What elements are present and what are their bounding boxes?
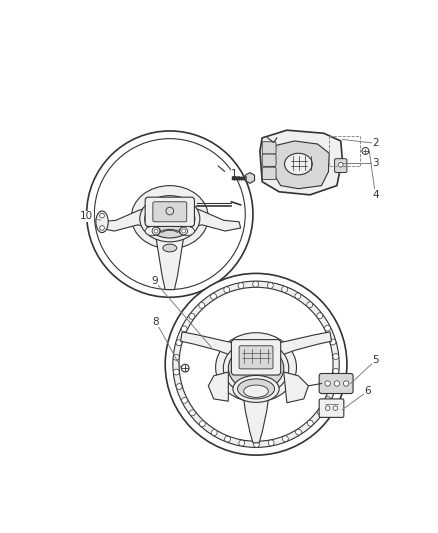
Circle shape	[100, 213, 104, 218]
Circle shape	[189, 313, 195, 319]
Polygon shape	[156, 237, 184, 289]
Circle shape	[165, 273, 347, 455]
Circle shape	[325, 406, 330, 410]
Text: 1: 1	[231, 169, 238, 179]
Text: 5: 5	[372, 356, 379, 366]
Polygon shape	[245, 173, 254, 183]
Ellipse shape	[228, 346, 284, 391]
Ellipse shape	[223, 341, 289, 395]
Circle shape	[296, 429, 301, 435]
Ellipse shape	[140, 196, 200, 242]
Circle shape	[182, 229, 186, 233]
Ellipse shape	[237, 379, 275, 399]
Circle shape	[173, 281, 339, 447]
Circle shape	[307, 302, 313, 308]
Polygon shape	[268, 332, 332, 357]
Text: 4: 4	[372, 190, 379, 200]
Text: 6: 6	[364, 386, 371, 396]
FancyBboxPatch shape	[262, 167, 276, 180]
Circle shape	[325, 325, 331, 331]
Text: 2: 2	[372, 138, 379, 148]
Ellipse shape	[179, 227, 194, 236]
Ellipse shape	[145, 199, 195, 238]
Circle shape	[152, 227, 160, 235]
Circle shape	[211, 294, 216, 300]
Text: 8: 8	[152, 317, 159, 327]
FancyBboxPatch shape	[319, 399, 344, 417]
Circle shape	[343, 381, 349, 386]
Circle shape	[253, 281, 258, 287]
Circle shape	[154, 229, 158, 233]
FancyBboxPatch shape	[262, 142, 276, 154]
Circle shape	[173, 369, 179, 375]
Circle shape	[176, 340, 182, 346]
Circle shape	[238, 282, 244, 288]
Polygon shape	[242, 387, 270, 443]
Circle shape	[282, 287, 287, 293]
FancyBboxPatch shape	[335, 159, 347, 173]
Polygon shape	[180, 332, 244, 357]
Circle shape	[325, 381, 330, 386]
Circle shape	[199, 421, 205, 426]
Text: 3: 3	[372, 158, 379, 167]
Circle shape	[211, 430, 217, 435]
Ellipse shape	[96, 211, 108, 232]
Circle shape	[307, 420, 313, 426]
Circle shape	[317, 409, 323, 415]
Circle shape	[199, 302, 205, 308]
Ellipse shape	[233, 375, 279, 402]
Circle shape	[180, 227, 187, 235]
Polygon shape	[208, 372, 228, 401]
Circle shape	[87, 131, 253, 297]
Circle shape	[362, 148, 369, 155]
Circle shape	[239, 440, 245, 446]
Circle shape	[330, 383, 336, 389]
Circle shape	[339, 163, 343, 167]
Ellipse shape	[244, 385, 268, 398]
Circle shape	[334, 381, 339, 386]
FancyBboxPatch shape	[262, 154, 276, 166]
Circle shape	[330, 339, 336, 345]
Ellipse shape	[215, 333, 297, 402]
Polygon shape	[273, 141, 329, 189]
Circle shape	[182, 398, 187, 403]
Polygon shape	[184, 205, 240, 231]
Circle shape	[333, 353, 339, 359]
Circle shape	[295, 293, 301, 299]
Ellipse shape	[163, 244, 177, 252]
Circle shape	[179, 287, 333, 441]
Circle shape	[181, 326, 187, 332]
FancyBboxPatch shape	[153, 202, 187, 222]
Ellipse shape	[285, 154, 312, 175]
Circle shape	[268, 282, 273, 288]
Circle shape	[166, 207, 173, 215]
Polygon shape	[260, 130, 342, 195]
Circle shape	[100, 225, 104, 230]
Circle shape	[268, 440, 274, 446]
FancyBboxPatch shape	[319, 374, 353, 393]
Circle shape	[333, 406, 338, 410]
Circle shape	[283, 436, 288, 442]
Circle shape	[325, 397, 331, 402]
Circle shape	[333, 368, 339, 374]
Text: 9: 9	[151, 276, 158, 286]
FancyBboxPatch shape	[239, 346, 273, 369]
Circle shape	[94, 139, 245, 289]
Circle shape	[224, 287, 230, 293]
Circle shape	[225, 436, 230, 442]
Ellipse shape	[131, 185, 208, 249]
FancyBboxPatch shape	[231, 340, 281, 375]
Circle shape	[176, 384, 182, 390]
Circle shape	[254, 441, 259, 447]
Polygon shape	[99, 205, 156, 231]
Ellipse shape	[145, 227, 161, 236]
FancyBboxPatch shape	[145, 197, 194, 227]
Circle shape	[190, 410, 195, 416]
Text: 10: 10	[80, 212, 93, 221]
Circle shape	[181, 364, 189, 372]
Circle shape	[317, 313, 323, 319]
Polygon shape	[284, 372, 308, 403]
Circle shape	[173, 354, 179, 360]
